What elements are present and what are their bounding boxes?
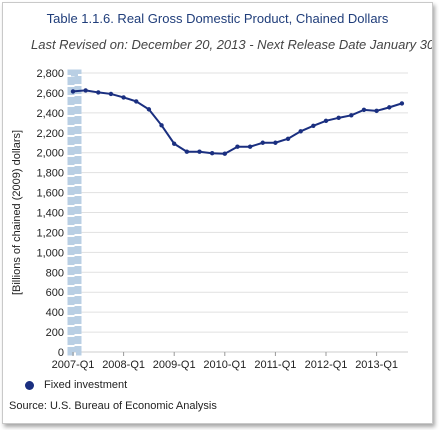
data-point	[184, 149, 190, 154]
y-tick-label: 600	[46, 287, 64, 299]
data-point	[273, 140, 278, 145]
data-point	[197, 149, 202, 154]
y-tick-label: 2,400	[36, 108, 64, 120]
x-tick-labels: 2007-Q1 2008-Q1 2009-Q1 2010-Q1 2011-Q1 2012-…	[52, 352, 398, 371]
y-tick-label: 1,800	[36, 168, 64, 180]
y-tick-label: 200	[46, 327, 64, 339]
data-point	[134, 99, 139, 104]
data-point	[285, 136, 291, 141]
y-tick-label: 2,000	[36, 148, 64, 160]
y-tick-label: 1,600	[36, 188, 64, 200]
data-point	[260, 140, 265, 145]
y-tick-label: 800	[46, 267, 64, 279]
x-tick-label: 2013-Q1	[355, 359, 398, 371]
data-point	[222, 151, 227, 156]
y-axis-band	[67, 69, 82, 356]
y-tick-label: 1,000	[36, 247, 64, 259]
data-point	[399, 101, 405, 106]
data-point	[172, 141, 177, 146]
y-tick-label: 2,200	[36, 128, 64, 140]
y-tick-labels: 0 200 400 600 800 1,000 1,200 1,400 1,600 1,800 2,…	[36, 68, 64, 359]
x-tick-label: 2012-Q1	[305, 359, 348, 371]
series-line	[72, 89, 403, 155]
y-tick-label: 400	[46, 307, 64, 319]
y-axis-band	[67, 69, 82, 356]
data-point	[108, 91, 114, 97]
x-tick-label: 2008-Q1	[102, 359, 145, 371]
data-point	[159, 123, 164, 128]
x-tick-label: 2007-Q1	[52, 359, 95, 371]
data-point	[146, 107, 152, 112]
x-tick-label: 2009-Q1	[153, 359, 196, 371]
data-point	[311, 123, 316, 129]
line-chart: 0 200 400 600 800 1,000 1,200 1,400 1,600 1,800 2,…	[11, 68, 408, 371]
data-point	[121, 95, 126, 100]
grid	[69, 72, 408, 353]
data-point	[96, 90, 101, 95]
chart-frame: Table 1.1.6. Real Gross Domestic Product…	[2, 2, 433, 424]
x-tick-label: 2010-Q1	[203, 359, 246, 371]
data-point	[83, 88, 88, 93]
chart-title: Table 1.1.6. Real Gross Domestic Product…	[46, 11, 389, 26]
data-point	[235, 144, 240, 149]
data-point	[70, 89, 76, 94]
data-point	[349, 113, 354, 118]
y-tick-label: 0	[58, 347, 64, 359]
y-axis-label: [Billions of chained (2009) dollars]	[11, 130, 23, 295]
source-note: Source: U.S. Bureau of Economic Analysis	[9, 400, 217, 412]
data-point	[323, 118, 329, 124]
series-fixed-investment	[70, 88, 405, 156]
data-point	[298, 129, 303, 134]
x-tick-label: 2011-Q1	[254, 359, 296, 371]
data-point	[374, 108, 379, 114]
y-tick-label: 2,800	[36, 68, 64, 80]
data-point	[361, 107, 367, 113]
chart-subtitle: Last Revised on: December 20, 2013 - Nex…	[31, 37, 433, 52]
y-tick-label: 1,200	[36, 227, 64, 239]
data-point	[209, 151, 215, 156]
y-tick-label: 1,400	[36, 208, 64, 220]
y-tick-label: 2,600	[36, 88, 64, 100]
data-point	[336, 115, 341, 121]
data-point	[247, 144, 253, 149]
data-point	[387, 105, 392, 110]
legend-label-fixed-investment[interactable]: Fixed investment	[44, 379, 128, 391]
legend-marker-fixed-investment[interactable]	[25, 381, 34, 390]
